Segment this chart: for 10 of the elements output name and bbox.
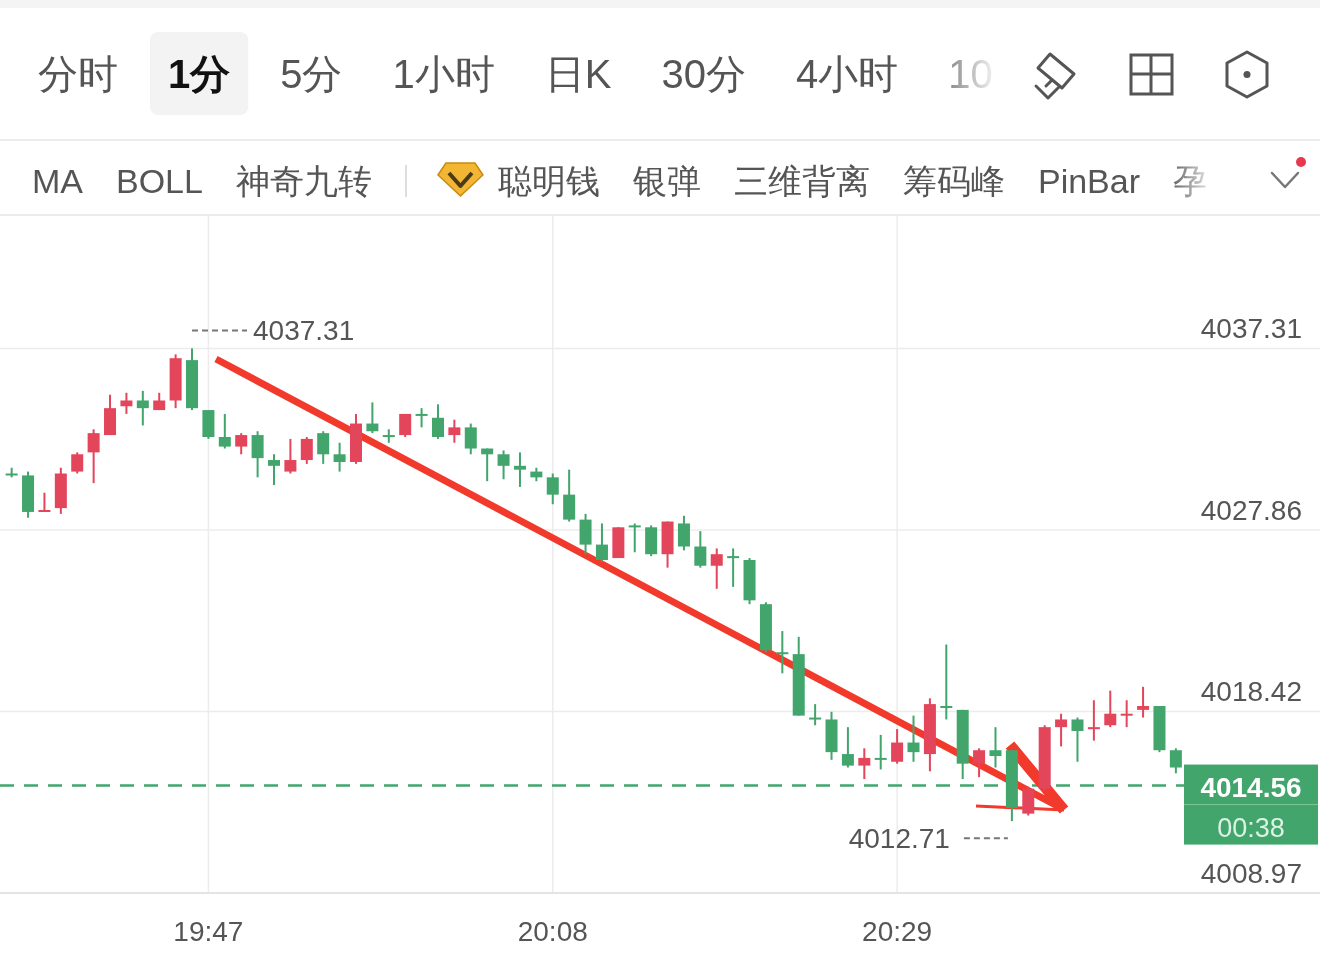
y-tick-label: 4008.97: [1200, 858, 1302, 889]
x-tick-label: 19:47: [173, 916, 244, 947]
y-tick-label: 4037.31: [1200, 313, 1302, 345]
y-tick-label: 4027.86: [1200, 495, 1302, 526]
annotation: 4037.31: [253, 315, 355, 347]
annotation: 4012.71: [848, 823, 950, 855]
x-tick-label: 20:08: [517, 916, 588, 947]
x-tick-label: 20:29: [862, 916, 933, 947]
ref-line-label: 4014.56: [1200, 771, 1302, 803]
y-tick-label: 4018.42: [1200, 676, 1302, 708]
